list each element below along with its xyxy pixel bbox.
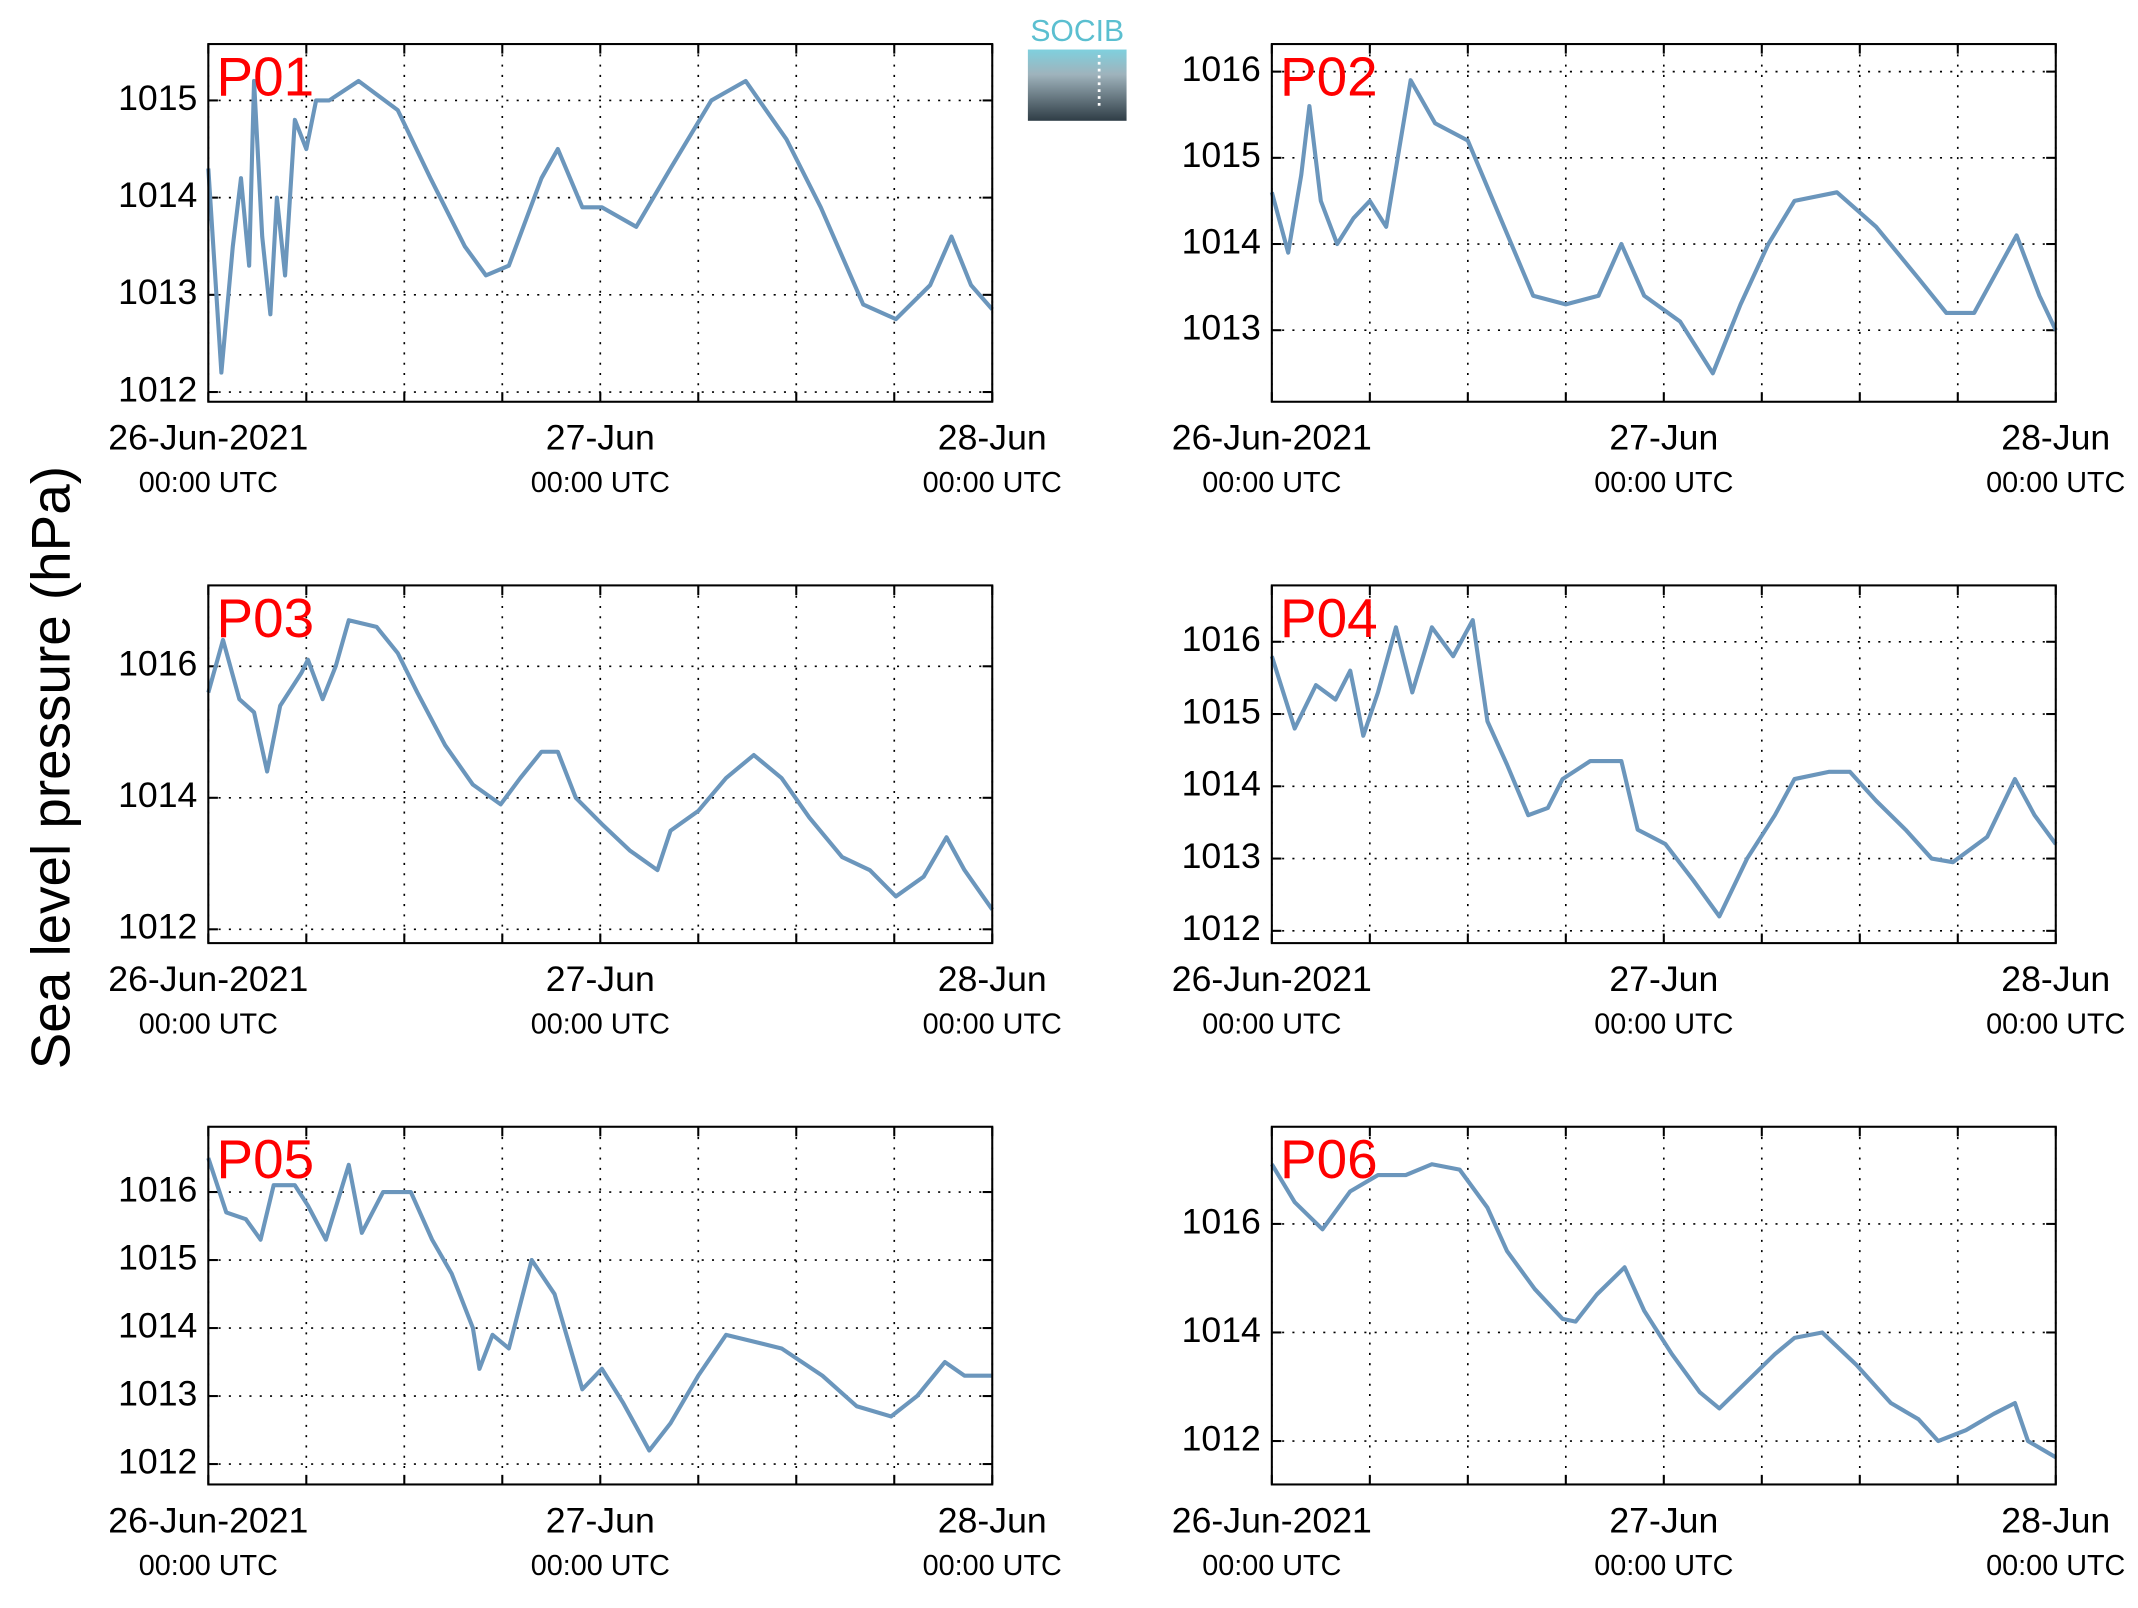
y-axis-label: Sea level pressure (hPa) bbox=[19, 466, 81, 1069]
axes-frame bbox=[207, 584, 994, 945]
x-tick-label-box: 26-Jun-2021 00:00 UTC bbox=[108, 1499, 309, 1582]
y-tick-label: 1015 bbox=[1182, 691, 1261, 731]
x-tick-label: 28-Jun 00:00 UTC bbox=[922, 416, 1062, 500]
x-tick-label: 28-Jun 00:00 UTC bbox=[1986, 958, 2126, 1041]
x-tick-label: 28-Jun 00:00 UTC bbox=[1986, 416, 2126, 500]
x-tick-label: 26-Jun-2021 00:00 UTC bbox=[1171, 1499, 1372, 1582]
y-tick-label: 1012 bbox=[118, 1441, 197, 1481]
y-tick-label: 1016 bbox=[1182, 49, 1261, 89]
x-tick-label: 26-Jun-2021 00:00 UTC bbox=[1171, 416, 1372, 500]
x-tick-label-box: 27-Jun 00:00 UTC bbox=[530, 958, 670, 1041]
panel-title: P05 bbox=[217, 1128, 315, 1190]
data-line bbox=[206, 618, 994, 911]
axes-frame bbox=[1270, 584, 2057, 945]
x-tick-label-box: 27-Jun 00:00 UTC bbox=[530, 416, 670, 500]
x-tick-label-box: 26-Jun-2021 00:00 UTC bbox=[108, 958, 309, 1041]
y-tick-label: 1014 bbox=[118, 175, 197, 215]
data-line bbox=[206, 1157, 993, 1453]
x-tick-label-box: 26-Jun-2021 00:00 UTC bbox=[108, 416, 309, 500]
axes-frame bbox=[207, 1125, 994, 1486]
x-tick-label-box: 28-Jun 00:00 UTC bbox=[1986, 416, 2126, 500]
x-tick-label: 28-Jun 00:00 UTC bbox=[922, 1499, 1062, 1582]
y-tick-label: 1014 bbox=[118, 1305, 197, 1345]
x-tick-label-box: 28-Jun 00:00 UTC bbox=[922, 416, 1062, 500]
x-tick-label-box: 28-Jun 00:00 UTC bbox=[922, 958, 1062, 1041]
x-tick-label: 27-Jun 00:00 UTC bbox=[530, 1499, 670, 1582]
y-tick-label: 1013 bbox=[1182, 836, 1261, 876]
y-tick-label: 1013 bbox=[118, 1373, 197, 1413]
y-tick-label: 1015 bbox=[118, 1237, 197, 1277]
y-tick-label: 1013 bbox=[118, 272, 197, 312]
y-tick-label: 1014 bbox=[1182, 1310, 1261, 1350]
x-tick-label: 28-Jun 00:00 UTC bbox=[1986, 1499, 2126, 1582]
panel-title: P06 bbox=[1280, 1128, 1378, 1190]
x-tick-label-box: 27-Jun 00:00 UTC bbox=[1594, 416, 1734, 500]
x-tick-label-box: 26-Jun-2021 00:00 UTC bbox=[1171, 416, 1372, 500]
x-tick-label-box: 26-Jun-2021 00:00 UTC bbox=[1171, 958, 1372, 1041]
y-tick-label: 1016 bbox=[1182, 619, 1261, 659]
y-tick-label: 1016 bbox=[118, 1169, 197, 1209]
x-tick-label-box: 28-Jun 00:00 UTC bbox=[1986, 958, 2126, 1041]
panel-title: P03 bbox=[217, 587, 315, 649]
y-tick-label: 1015 bbox=[1182, 135, 1261, 175]
axes-frame bbox=[207, 43, 994, 403]
x-tick-label: 27-Jun 00:00 UTC bbox=[530, 958, 670, 1041]
panel-title: P01 bbox=[217, 46, 315, 108]
y-tick-label: 1016 bbox=[118, 644, 197, 684]
y-tick-label: 1013 bbox=[1182, 308, 1261, 348]
y-tick-label: 1014 bbox=[118, 775, 197, 815]
x-tick-label-box: 28-Jun 00:00 UTC bbox=[1986, 1499, 2126, 1582]
x-tick-label-box: 27-Jun 00:00 UTC bbox=[1594, 1499, 1734, 1582]
y-tick-label: 1012 bbox=[1182, 1418, 1261, 1458]
data-line bbox=[1269, 618, 2058, 919]
data-line bbox=[206, 78, 994, 375]
x-tick-label: 26-Jun-2021 00:00 UTC bbox=[108, 958, 309, 1041]
panel-title: P04 bbox=[1280, 587, 1378, 649]
logo-text: SOCIB bbox=[1030, 15, 1124, 48]
data-line bbox=[1269, 78, 2058, 376]
x-tick-label-box: 28-Jun 00:00 UTC bbox=[922, 1499, 1062, 1582]
y-tick-label: 1015 bbox=[118, 78, 197, 118]
axes-frame bbox=[1270, 43, 2057, 403]
y-tick-label: 1016 bbox=[1182, 1201, 1261, 1241]
x-tick-label: 26-Jun-2021 00:00 UTC bbox=[1171, 958, 1372, 1041]
x-tick-label-box: 27-Jun 00:00 UTC bbox=[530, 1499, 670, 1582]
y-tick-label: 1014 bbox=[1182, 221, 1261, 261]
x-tick-label: 27-Jun 00:00 UTC bbox=[530, 416, 670, 500]
x-tick-label: 28-Jun 00:00 UTC bbox=[922, 958, 1062, 1041]
logo-block bbox=[1027, 49, 1127, 121]
axes-frame bbox=[1270, 1125, 2057, 1486]
x-tick-label: 26-Jun-2021 00:00 UTC bbox=[108, 416, 309, 500]
y-tick-label: 1012 bbox=[118, 369, 197, 409]
panel-title: P02 bbox=[1280, 46, 1378, 108]
x-tick-label-box: 26-Jun-2021 00:00 UTC bbox=[1171, 1499, 1372, 1582]
x-tick-label: 27-Jun 00:00 UTC bbox=[1594, 416, 1734, 500]
x-tick-label: 27-Jun 00:00 UTC bbox=[1594, 1499, 1734, 1582]
y-tick-label: 1012 bbox=[118, 907, 197, 947]
x-tick-label: 27-Jun 00:00 UTC bbox=[1594, 958, 1734, 1041]
x-tick-label-box: 27-Jun 00:00 UTC bbox=[1594, 958, 1734, 1041]
y-tick-label: 1014 bbox=[1182, 764, 1261, 804]
data-line bbox=[1270, 1162, 2057, 1460]
y-tick-label: 1012 bbox=[1182, 908, 1261, 948]
x-tick-label: 26-Jun-2021 00:00 UTC bbox=[108, 1499, 309, 1582]
